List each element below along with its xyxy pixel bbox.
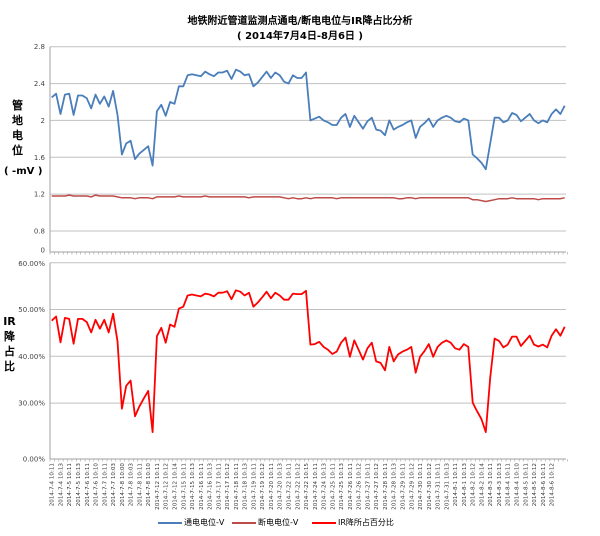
x-tick-label: 2014-8-5 10:11	[523, 463, 529, 507]
x-tick-label: 2014-7-17 10:12	[225, 463, 231, 510]
x-tick-label: 2014-7-22 10:15	[304, 463, 310, 510]
legend-label-on: 通电电位-V	[184, 518, 225, 527]
x-tick-label: 2014-7-7 10:03	[111, 463, 117, 507]
y-tick-label: 0	[41, 247, 45, 255]
x-tick-label: 2014-8-3 10:11	[488, 463, 494, 507]
x-tick-label: 2014-7-12 10:12	[164, 463, 170, 510]
x-tick-label: 2014-8-1 10:13	[462, 463, 468, 507]
x-tick-label: 2014-7-4 10:13	[58, 463, 64, 507]
x-tick-label: 2014-7-25 10:13	[339, 463, 345, 510]
x-tick-label: 2014-7-31 10:13	[444, 463, 450, 510]
x-tick-label: 2014-7-8 10:00	[120, 463, 126, 507]
x-tick-label: 2014-8-5 10:12	[532, 463, 538, 506]
bottom-y-axis-title: IR降占比	[3, 315, 16, 373]
x-tick-label: 2014-8-2 10:12	[471, 463, 477, 506]
y-tick-label: 1.2	[34, 191, 45, 199]
x-tick-label: 2014-8-4 10:11	[506, 463, 512, 507]
x-tick-label: 2014-7-6 10:10	[94, 463, 100, 507]
x-tick-label: 2014-7-28 10:11	[383, 463, 389, 510]
x-tick-label: 2014-7-22 10:12	[295, 463, 301, 510]
legend-item-ir-percent: IR降所占百分比	[312, 517, 394, 528]
chart-subtitle: ( 2014年7月4日-8月6日 )	[237, 31, 363, 42]
x-tick-label: 2014-8-6 10:11	[541, 463, 547, 507]
y-tick-label: 30.00%	[18, 400, 45, 408]
x-tick-label: 2014-8-4 10:10	[515, 463, 521, 507]
x-tick-label: 2014-7-27 10:12	[374, 463, 380, 510]
x-tick-label: 2014-7-16 10:13	[208, 463, 214, 510]
x-tick-label: 2014-7-24 10:13	[322, 463, 328, 510]
x-tick-label: 2014-7-18 10:13	[243, 463, 249, 510]
legend-swatch-ir	[312, 521, 336, 524]
x-tick-label: 2014-7-8 10:03	[129, 463, 135, 507]
x-tick-label: 2014-7-30 10:12	[427, 463, 433, 510]
x-tick-label: 2014-8-6 10:12	[550, 463, 556, 506]
x-tick-label: 2014-7-18 10:11	[234, 463, 240, 510]
x-tick-label: 2014-7-15 10:13	[190, 463, 196, 510]
x-tick-label: 2014-7-22 10:11	[286, 463, 292, 510]
x-tick-label: 2014-7-20 10:13	[278, 463, 284, 510]
y-tick-label: 50.00%	[18, 306, 45, 314]
x-tick-label: 2014-7-6 10:11	[85, 463, 91, 507]
series-line-off-potential	[51, 194, 565, 203]
y-tick-label: 0.00%	[23, 456, 46, 464]
x-tick-label: 2014-7-29 10:11	[401, 463, 407, 510]
x-tick-label: 2014-7-12 10:11	[155, 463, 161, 510]
legend-swatch-off	[232, 521, 256, 524]
x-tick-label: 2014-7-17 10:11	[216, 463, 222, 510]
x-tick-label: 2014-7-19 10:11	[251, 463, 257, 510]
x-tick-label: 2014-7-5 10:11	[67, 463, 73, 507]
top-y-axis-unit: ( -mV )	[4, 166, 43, 177]
x-tick-label: 2014-7-25 10:11	[330, 463, 336, 510]
x-tick-label: 2014-7-8 10:11	[137, 463, 143, 507]
legend-label-ir: IR降所占百分比	[338, 518, 394, 527]
x-tick-label: 2014-7-29 10:12	[409, 463, 415, 510]
x-tick-label: 2014-7-26 10:12	[357, 463, 363, 510]
x-tick-label: 2014-7-27 10:11	[365, 463, 371, 510]
x-tick-label: 2014-8-3 10:13	[497, 463, 503, 507]
legend-item-off-potential: 断电电位-V	[232, 517, 298, 528]
y-tick-label: 2.8	[34, 43, 45, 51]
series-line-ir-percent	[51, 289, 566, 434]
legend-swatch-on	[158, 521, 182, 524]
x-tick-label: 2014-7-15 10:11	[181, 463, 187, 510]
y-tick-label: 0.8	[34, 228, 45, 236]
y-tick-label: 1.6	[34, 154, 46, 162]
legend-item-on-potential: 通电电位-V	[158, 517, 224, 528]
y-tick-label: 2.4	[34, 80, 46, 88]
x-tick-label: 2014-7-20 10:11	[269, 463, 275, 510]
x-tick-label: 2014-7-19 10:12	[260, 463, 266, 510]
x-tick-label: 2014-7-16 10:11	[199, 463, 205, 510]
y-tick-label: 2	[41, 117, 45, 125]
chart-title: 地铁附近管道监测点通电/断电电位与IR降占比分析	[187, 16, 413, 27]
y-tick-label: 60.00%	[18, 260, 45, 268]
legend-label-off: 断电电位-V	[258, 518, 299, 527]
x-tick-label: 2014-7-5 10:13	[76, 463, 82, 507]
x-tick-label: 2014-8-2 10:14	[479, 463, 485, 507]
x-tick-label: 2014-7-30 10:11	[418, 463, 424, 510]
x-tick-label: 2014-7-24 10:11	[313, 463, 319, 510]
top-y-axis-title: 管地电位	[12, 99, 23, 157]
x-tick-label: 2014-7-31 10:11	[436, 463, 442, 510]
x-tick-label: 2014-8-1 10:11	[453, 463, 459, 507]
x-tick-label: 2014-7-12 10:14	[172, 463, 178, 510]
x-tick-label: 2014-7-26 10:11	[348, 463, 354, 510]
x-tick-label: 2014-7-8 10:10	[146, 463, 152, 507]
x-tick-label: 2014-7-4 10:11	[50, 463, 56, 507]
y-tick-label: 40.00%	[18, 353, 45, 361]
x-tick-label: 2014-7-7 10:11	[102, 463, 108, 507]
x-tick-label: 2014-7-28 10:13	[392, 463, 398, 510]
series-line-on-potential	[51, 68, 566, 171]
